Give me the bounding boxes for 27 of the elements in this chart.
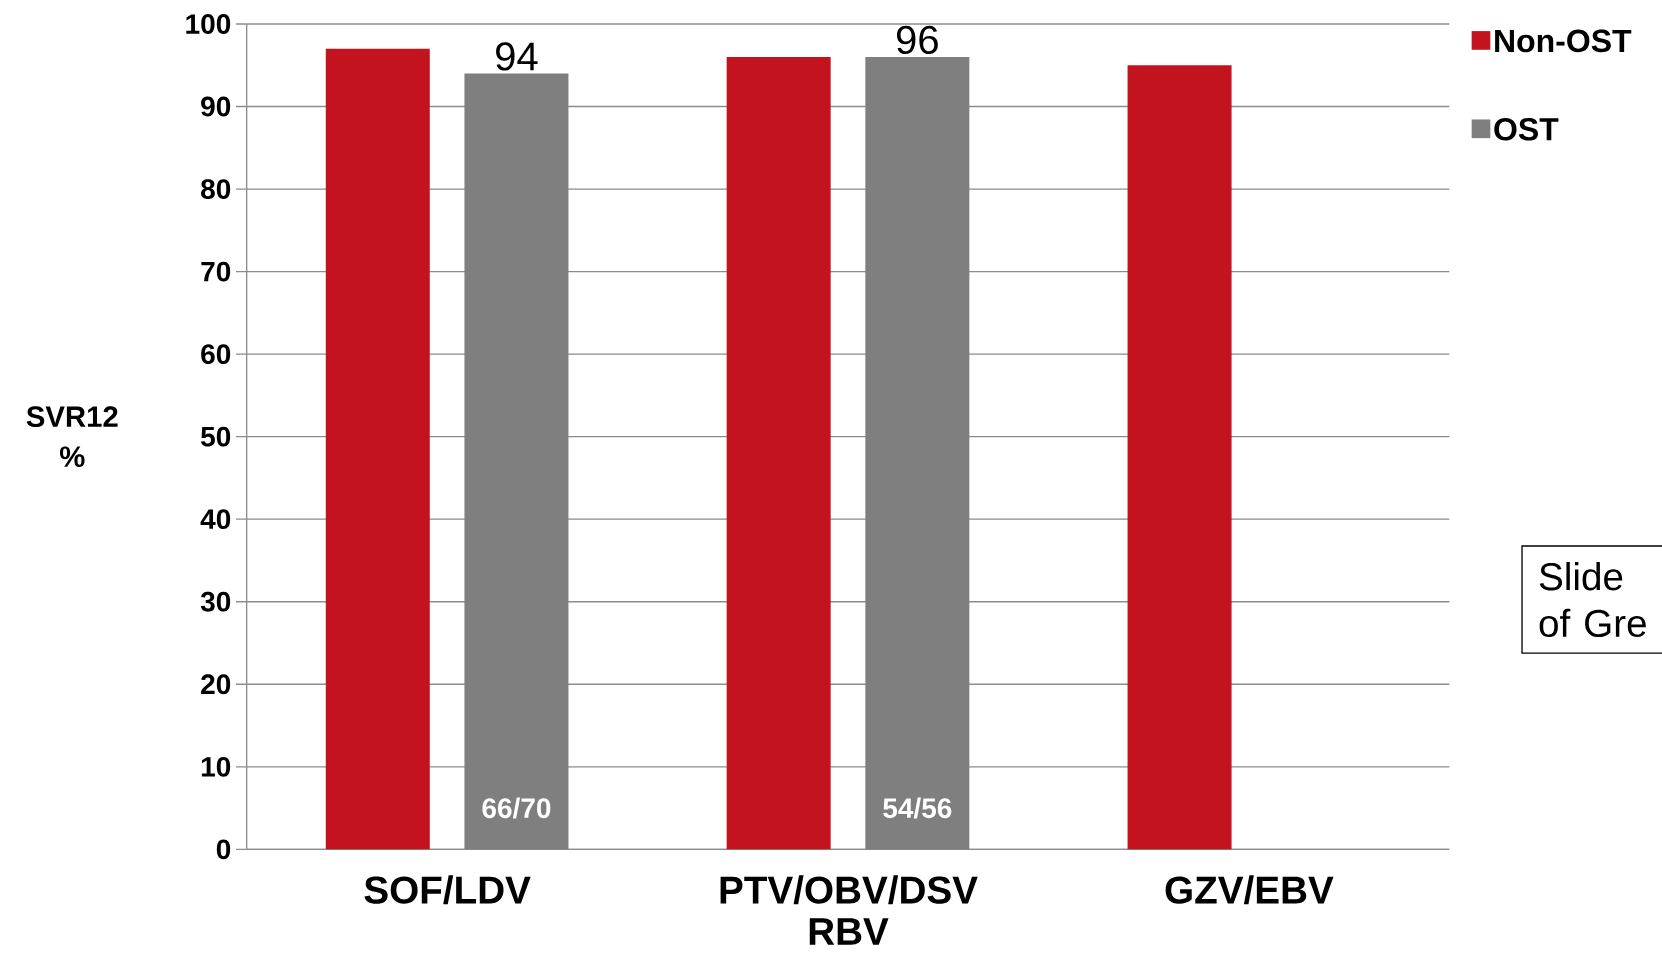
y-tick-label: 10	[201, 756, 231, 777]
y-tick-label: 60	[201, 344, 231, 365]
y-axis-title: SVR12 %	[26, 406, 118, 468]
y-tick-label: 40	[200, 509, 231, 530]
annotation: 54/56	[883, 797, 952, 819]
y-tick-label: 100	[186, 14, 231, 34]
data-label: 94	[496, 42, 538, 71]
y-tick-label: 50	[201, 426, 231, 447]
bar	[325, 48, 430, 850]
x-tick-label: PTV/OBV/DSV RBV	[720, 875, 978, 945]
x-tick-label: SOF/LDV	[364, 875, 531, 905]
y-tick-label: 30	[200, 591, 231, 612]
data-label: 96	[896, 25, 938, 55]
bar	[1127, 65, 1232, 850]
bar	[726, 57, 831, 850]
y-tick-label: 80	[201, 179, 231, 199]
y-tick-label: 70	[201, 261, 231, 282]
x-tick-label: GZV/EBV	[1165, 875, 1334, 905]
y-tick-label: 90	[201, 96, 231, 117]
y-tick-label: 20	[201, 674, 231, 695]
annotation: 66/70	[482, 797, 551, 819]
text: Slide of Gre	[1539, 561, 1646, 638]
bar	[865, 57, 970, 850]
legend-label: Non-OST	[1495, 29, 1632, 53]
legend-label: OST	[1494, 117, 1559, 141]
y-tick-label: 0	[216, 839, 231, 860]
bar	[464, 73, 569, 850]
